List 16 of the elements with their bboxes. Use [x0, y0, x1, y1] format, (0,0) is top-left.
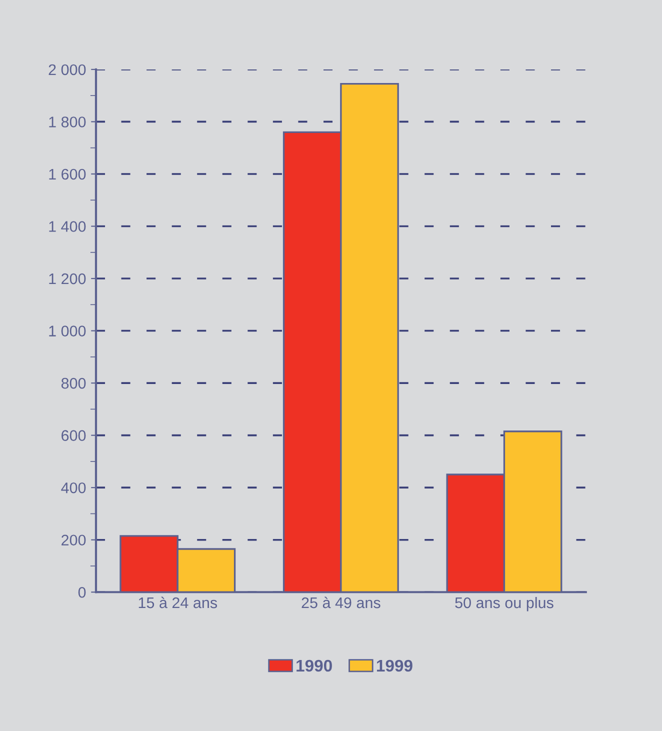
y-tick-label: 200 — [62, 534, 86, 546]
y-tick-label: 1 000 — [49, 326, 86, 336]
y-tick-label: 600 — [62, 430, 86, 441]
y-tick-label: 0 — [78, 586, 86, 598]
x-tick-label: 25 à 49 ans — [302, 596, 380, 608]
y-tick-label: 1 800 — [49, 116, 86, 128]
x-tick-label: 15 à 24 ans — [138, 596, 218, 608]
y-tick-label: 2 000 — [48, 64, 86, 76]
y-tick-label: 400 — [61, 482, 86, 494]
y-tick-label: 1 200 — [49, 273, 86, 284]
y-tick-label: 1 600 — [49, 168, 86, 180]
legend-label: 1999 — [376, 660, 412, 672]
y-tick-label: 1 400 — [49, 221, 86, 232]
x-tick-label: 50 ans ou plus — [455, 596, 554, 612]
legend-label: 1990 — [296, 660, 332, 672]
y-tick-label: 800 — [61, 378, 86, 389]
